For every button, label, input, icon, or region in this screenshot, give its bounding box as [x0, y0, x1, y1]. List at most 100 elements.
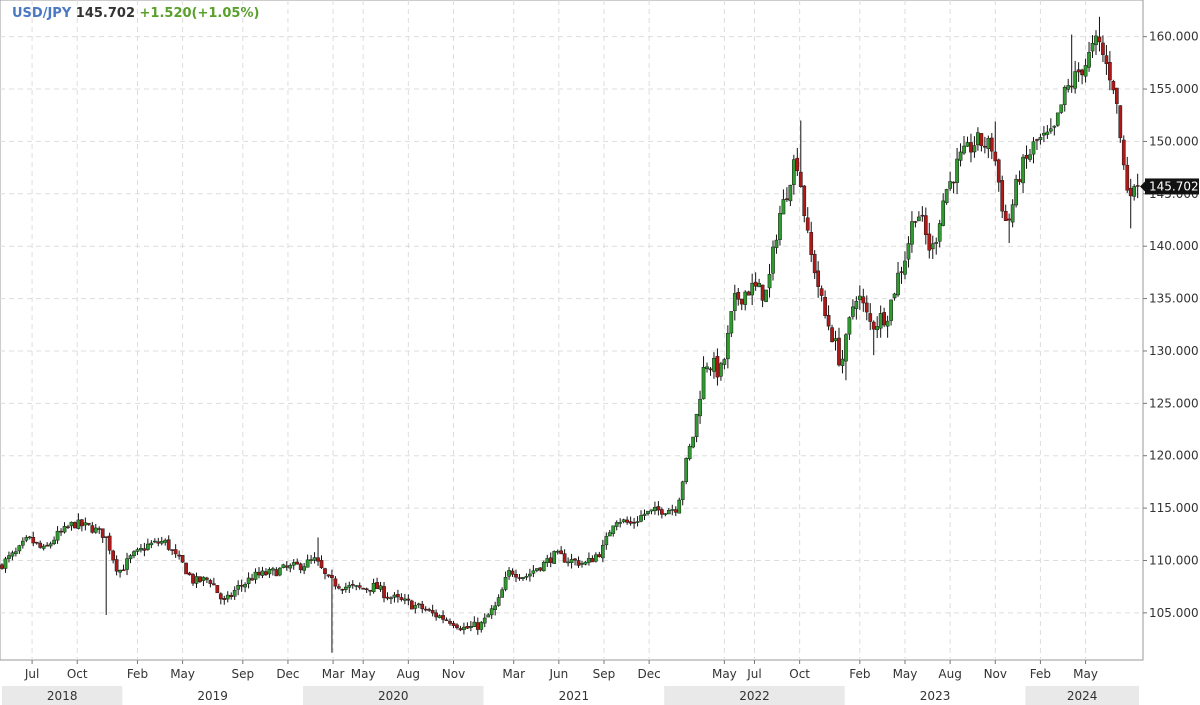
candle-body: [312, 557, 317, 561]
candle-body: [996, 159, 1001, 183]
candle-body: [1083, 65, 1088, 77]
candle-body: [705, 366, 709, 369]
candle-body: [618, 522, 623, 524]
candle-body: [857, 295, 862, 301]
x-tick-label: Dec: [276, 667, 299, 681]
candle-body: [20, 540, 25, 546]
candle-body: [146, 543, 150, 550]
candle-body: [1076, 69, 1081, 73]
candle-body: [1010, 204, 1015, 223]
candle-body: [555, 550, 560, 553]
x-tick-label: Aug: [938, 667, 961, 681]
x-tick-label: Mar: [502, 667, 525, 681]
candle-body: [694, 413, 699, 437]
candle-body: [406, 598, 411, 601]
candle-body: [722, 359, 727, 365]
candle-body: [1055, 112, 1060, 126]
candle-body: [625, 519, 629, 523]
candle-body: [399, 597, 404, 600]
candle-body: [430, 610, 435, 614]
candle-body: [736, 291, 741, 300]
year-label: 2018: [47, 689, 78, 703]
x-tick-label: Jul: [24, 667, 39, 681]
candle-body: [201, 576, 206, 581]
candle-body: [639, 515, 643, 522]
candle-body: [66, 526, 70, 528]
candle-body: [38, 542, 43, 548]
candle-body: [844, 334, 848, 362]
candle-body: [76, 519, 81, 529]
candle-body: [830, 327, 834, 343]
candle-body: [80, 519, 84, 527]
candle-body: [10, 552, 15, 557]
candle-body: [309, 559, 313, 561]
candle-body: [1128, 187, 1133, 197]
candle-body: [951, 181, 956, 184]
candle-body: [757, 282, 761, 288]
candle-body: [646, 510, 650, 515]
candle-body: [1003, 210, 1008, 221]
candle-body: [729, 311, 734, 334]
candle-body: [826, 314, 831, 327]
candle-body: [889, 299, 893, 321]
candle-body: [965, 142, 970, 147]
candle-body: [159, 541, 164, 544]
candle-body: [482, 617, 487, 624]
candle-body: [1014, 178, 1018, 206]
candle-body: [1111, 81, 1116, 91]
candle-body: [52, 539, 56, 544]
candle-body: [451, 622, 456, 626]
candle-body: [534, 568, 539, 571]
candle-body: [24, 537, 29, 541]
candle-body: [1024, 154, 1029, 159]
candle-body: [937, 223, 942, 242]
candle-body: [274, 569, 279, 577]
x-tick-label: Oct: [789, 667, 810, 681]
candle-body: [354, 585, 359, 587]
year-label: 2022: [739, 689, 770, 703]
candle-body: [1101, 42, 1105, 55]
x-tick-label: Nov: [442, 667, 465, 681]
candle-body: [288, 565, 293, 569]
candle-body: [1028, 154, 1032, 160]
candle-body: [330, 575, 334, 579]
candle-body: [444, 619, 449, 621]
last-price-pointer: [1140, 181, 1145, 192]
candle-body: [392, 594, 397, 598]
year-band: [302, 686, 484, 705]
candles: [0, 16, 1140, 653]
candle-body: [882, 312, 886, 326]
symbol-label[interactable]: USD/JPY: [12, 6, 72, 21]
candle-body: [149, 542, 154, 546]
candle-body: [232, 589, 237, 597]
candle-body: [180, 554, 185, 563]
candle-body: [1118, 105, 1123, 139]
candle-body: [135, 549, 140, 552]
candle-body: [750, 282, 755, 296]
candle-body: [114, 559, 119, 572]
candle-body: [420, 603, 425, 610]
candle-body: [222, 598, 227, 600]
candle-body: [86, 522, 91, 525]
candle-body: [698, 398, 702, 417]
candle-body: [1108, 62, 1112, 81]
candle-body: [284, 565, 289, 568]
candle-body: [166, 539, 171, 550]
candle-body: [653, 506, 657, 512]
candle-body: [885, 320, 890, 327]
candle-body: [531, 570, 536, 574]
candle-body: [257, 571, 261, 576]
candle-body: [1021, 156, 1025, 184]
candle-body: [805, 217, 810, 231]
candle-body: [753, 281, 758, 287]
candle-body: [923, 215, 928, 235]
candle-body: [510, 570, 515, 575]
candle-body: [163, 539, 168, 543]
candle-body: [132, 551, 136, 557]
candle-body: [840, 358, 845, 366]
candle-body: [791, 159, 796, 185]
year-band: [844, 686, 1026, 705]
candle-body: [517, 577, 522, 579]
candle-body: [861, 296, 866, 304]
x-tick-label: Aug: [397, 667, 420, 681]
